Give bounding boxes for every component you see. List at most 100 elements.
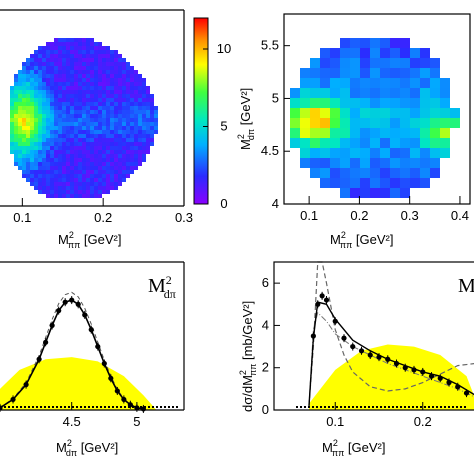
- heatmap-cell: [390, 58, 400, 68]
- heatmap-cell: [98, 42, 102, 46]
- heatmap-cell: [82, 90, 86, 94]
- x-tick-label: 0.1: [326, 414, 344, 429]
- heatmap-cell: [66, 138, 70, 142]
- heatmap-cell: [290, 108, 300, 118]
- heatmap-cell: [360, 178, 370, 188]
- data-point: [56, 308, 62, 314]
- heatmap-cell: [430, 158, 440, 168]
- heatmap-cell: [34, 82, 38, 86]
- heatmap-cell: [18, 110, 22, 114]
- heatmap-cell: [390, 138, 400, 148]
- heatmap-cell: [126, 94, 130, 98]
- heatmap-cell: [122, 170, 126, 174]
- heatmap-cell: [102, 166, 106, 170]
- heatmap-cell: [142, 106, 146, 110]
- heatmap-cell: [38, 162, 42, 166]
- heatmap-cell: [70, 122, 74, 126]
- data-point: [358, 348, 365, 354]
- heatmap-cell: [142, 126, 146, 130]
- heatmap-cell: [350, 88, 360, 98]
- heatmap-cell: [62, 194, 66, 198]
- heatmap-cell: [50, 178, 54, 182]
- heatmap-cell: [134, 114, 138, 118]
- heatmap-cell: [150, 130, 154, 134]
- heatmap-cell: [390, 128, 400, 138]
- heatmap-cell: [10, 138, 14, 142]
- heatmap-cell: [90, 62, 94, 66]
- heatmap-cell: [106, 134, 110, 138]
- heatmap-cell: [46, 98, 50, 102]
- heatmap-cell: [390, 168, 400, 178]
- heatmap-cell: [122, 98, 126, 102]
- heatmap-cell: [134, 118, 138, 122]
- heatmap-cell: [146, 150, 150, 154]
- heatmap-cell: [114, 86, 118, 90]
- heatmap-cell: [130, 110, 134, 114]
- heatmap-cell: [58, 174, 62, 178]
- heatmap-cell: [70, 182, 74, 186]
- heatmap-cell: [66, 170, 70, 174]
- heatmap-cell: [94, 78, 98, 82]
- heatmap-cell: [22, 130, 26, 134]
- heatmap-cell: [126, 78, 130, 82]
- heatmap-cell: [66, 90, 70, 94]
- heatmap-cell: [62, 130, 66, 134]
- heatmap-cell: [62, 50, 66, 54]
- heatmap-cell: [310, 118, 320, 128]
- heatmap-cell: [22, 78, 26, 82]
- heatmap-cell: [70, 150, 74, 154]
- heatmap-cell: [42, 86, 46, 90]
- heatmap-cell: [110, 186, 114, 190]
- heatmap-cell: [114, 82, 118, 86]
- heatmap-cell: [14, 86, 18, 90]
- heatmap-cell: [54, 122, 58, 126]
- heatmap-cell: [34, 130, 38, 134]
- heatmap-cell: [110, 102, 114, 106]
- heatmap-cell: [360, 128, 370, 138]
- heatmap-cell: [74, 130, 78, 134]
- heatmap-cell: [82, 98, 86, 102]
- heatmap-cell: [74, 90, 78, 94]
- heatmap-cell: [440, 148, 450, 158]
- heatmap-cell: [90, 186, 94, 190]
- heatmap-cell: [98, 126, 102, 130]
- heatmap-cell: [22, 110, 26, 114]
- heatmap-cell: [400, 178, 410, 188]
- heatmap-cell: [54, 86, 58, 90]
- heatmap-cell: [106, 74, 110, 78]
- heatmap-cell: [10, 150, 14, 154]
- heatmap-cell: [360, 148, 370, 158]
- heatmap-cell: [126, 138, 130, 142]
- heatmap-cell: [10, 110, 14, 114]
- heatmap-cell: [82, 110, 86, 114]
- panel-3: 4.5 5 M2 dπ M2 dπ [GeV²]: [0, 261, 185, 458]
- heatmap-cell: [38, 46, 42, 50]
- heatmap-cell: [66, 38, 70, 42]
- heatmap-cell: [26, 62, 30, 66]
- heatmap-cell: [30, 146, 34, 150]
- heatmap-cell: [82, 174, 86, 178]
- heatmap-cell: [102, 170, 106, 174]
- heatmap-cell: [66, 110, 70, 114]
- heatmap-cell: [350, 78, 360, 88]
- heatmap-cell: [34, 178, 38, 182]
- heatmap-cell: [340, 178, 350, 188]
- heatmap-cell: [420, 118, 430, 128]
- heatmap-cell: [126, 82, 130, 86]
- heatmap-cell: [126, 166, 130, 170]
- heatmap-cell: [38, 170, 42, 174]
- heatmap-cell: [26, 130, 30, 134]
- heatmap-cell: [320, 78, 330, 88]
- heatmap-cell: [114, 162, 118, 166]
- heatmap-cell: [110, 138, 114, 142]
- heatmap-cell: [38, 78, 42, 82]
- data-point: [428, 373, 435, 379]
- heatmap-cell: [78, 126, 82, 130]
- heatmap-cell: [78, 170, 82, 174]
- heatmap-cell: [90, 90, 94, 94]
- heatmap-cell: [66, 158, 70, 162]
- heatmap-cell: [18, 138, 22, 142]
- heatmap-cell: [70, 158, 74, 162]
- heatmap-cell: [38, 122, 42, 126]
- heatmap-cell: [94, 170, 98, 174]
